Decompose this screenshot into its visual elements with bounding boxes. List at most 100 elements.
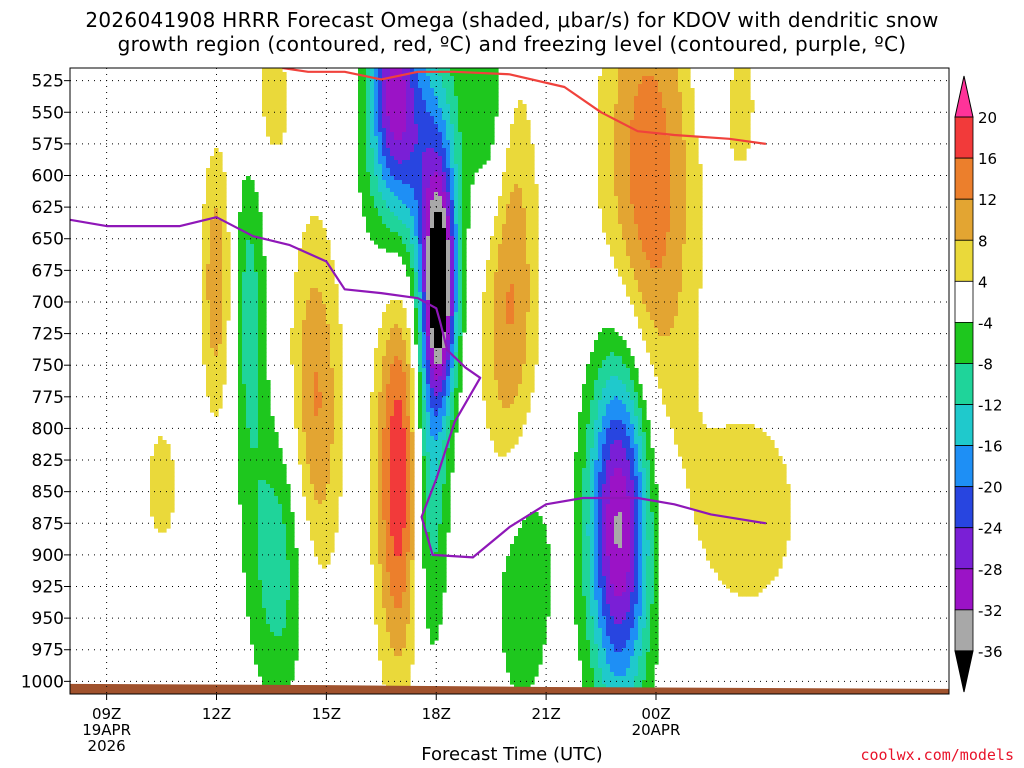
omega-cell (214, 256, 219, 261)
omega-cell (422, 232, 427, 237)
omega-cell (402, 220, 407, 225)
omega-cell (458, 168, 463, 173)
omega-cell (322, 320, 327, 325)
omega-cell (622, 224, 627, 229)
omega-cell (738, 88, 743, 93)
omega-cell (674, 104, 679, 109)
omega-cell (750, 100, 755, 105)
omega-cell (326, 340, 331, 345)
omega-cell (618, 72, 623, 77)
omega-cell (418, 236, 423, 241)
omega-cell (530, 204, 535, 209)
omega-cell (442, 180, 447, 185)
omega-cell (458, 288, 463, 293)
omega-cell (414, 272, 419, 277)
omega-cell (522, 156, 527, 161)
omega-cell (622, 228, 627, 233)
omega-cell (378, 332, 383, 337)
omega-cell (450, 252, 455, 257)
omega-cell (626, 72, 631, 77)
omega-cell (618, 144, 623, 149)
omega-cell (498, 212, 503, 217)
omega-cell (526, 268, 531, 273)
omega-cell (522, 108, 527, 113)
omega-cell (470, 120, 475, 125)
omega-cell (510, 284, 515, 289)
omega-cell (462, 76, 467, 81)
omega-cell (506, 172, 511, 177)
omega-cell (406, 236, 411, 241)
omega-cell (398, 100, 403, 105)
omega-cell (678, 248, 683, 253)
omega-cell (446, 264, 451, 269)
omega-cell (642, 120, 647, 125)
omega-cell (218, 156, 223, 161)
omega-cell (482, 76, 487, 81)
omega-cell (666, 180, 671, 185)
omega-cell (530, 324, 535, 329)
omega-cell (358, 152, 363, 157)
omega-cell (666, 172, 671, 177)
omega-cell (694, 332, 699, 337)
omega-cell (510, 144, 515, 149)
omega-cell (638, 140, 643, 145)
omega-cell (498, 340, 503, 345)
omega-cell (650, 232, 655, 237)
omega-cell (450, 268, 455, 273)
omega-cell (398, 192, 403, 197)
omega-cell (646, 340, 651, 345)
omega-cell (662, 136, 667, 141)
omega-cell (314, 312, 319, 317)
omega-cell (690, 204, 695, 209)
omega-cell (682, 84, 687, 89)
omega-cell (630, 204, 635, 209)
omega-cell (610, 332, 615, 337)
omega-cell (262, 264, 267, 269)
omega-cell (662, 220, 667, 225)
omega-cell (394, 212, 399, 217)
omega-cell (462, 92, 467, 97)
omega-cell (306, 268, 311, 273)
omega-cell (514, 108, 519, 113)
omega-cell (398, 108, 403, 113)
omega-cell (626, 176, 631, 181)
omega-cell (418, 140, 423, 145)
omega-cell (482, 80, 487, 85)
omega-cell (462, 80, 467, 85)
omega-cell (646, 172, 651, 177)
omega-cell (202, 312, 207, 317)
omega-cell (690, 292, 695, 297)
omega-cell (370, 88, 375, 93)
omega-cell (430, 296, 435, 301)
omega-cell (406, 92, 411, 97)
omega-cell (414, 220, 419, 225)
omega-cell (462, 216, 467, 221)
omega-cell (402, 340, 407, 345)
omega-cell (382, 72, 387, 77)
omega-cell (598, 184, 603, 189)
omega-cell (682, 176, 687, 181)
omega-cell (518, 160, 523, 165)
omega-cell (430, 152, 435, 157)
omega-cell (370, 160, 375, 165)
omega-cell (418, 268, 423, 273)
omega-cell (666, 92, 671, 97)
omega-cell (498, 280, 503, 285)
omega-cell (678, 200, 683, 205)
omega-cell (442, 272, 447, 277)
omega-cell (698, 216, 703, 221)
omega-cell (498, 328, 503, 333)
omega-cell (690, 96, 695, 101)
omega-cell (686, 216, 691, 221)
omega-cell (506, 148, 511, 153)
omega-cell (430, 340, 435, 345)
omega-cell (478, 104, 483, 109)
omega-cell (310, 340, 315, 345)
omega-cell (686, 68, 691, 73)
omega-cell (266, 132, 271, 137)
omega-cell (502, 216, 507, 221)
omega-cell (426, 224, 431, 229)
omega-cell (498, 240, 503, 245)
omega-cell (534, 328, 539, 333)
omega-cell (686, 296, 691, 301)
